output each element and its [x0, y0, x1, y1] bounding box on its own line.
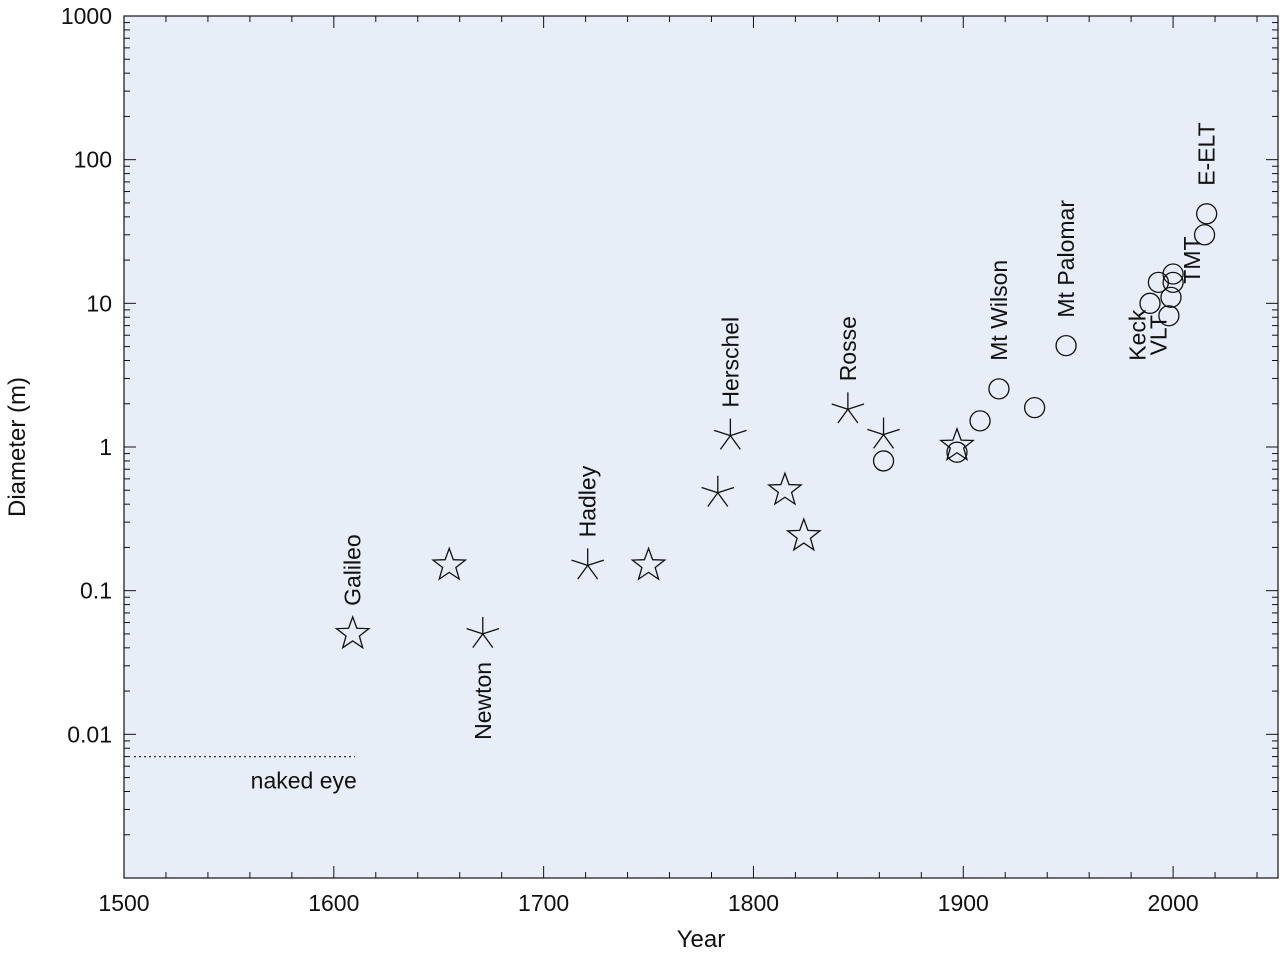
star-marker	[785, 517, 822, 552]
axis-ticks	[123, 16, 1278, 879]
y-tick-label: 0.1	[80, 578, 112, 604]
star-marker	[938, 426, 975, 462]
reference-line-layer: naked eye	[134, 755, 357, 794]
y-tick-label: 100	[74, 147, 112, 173]
circle-marker	[1160, 286, 1182, 309]
telescope-label: Herschel	[717, 317, 743, 408]
telescope-label: Mt Wilson	[986, 260, 1012, 361]
asterisk-marker	[466, 616, 500, 649]
circle-marker	[1055, 334, 1077, 357]
telescope-label: VLT	[1145, 315, 1171, 355]
circle-marker	[872, 450, 895, 472]
star-marker	[431, 546, 468, 581]
circle-marker	[1196, 203, 1218, 225]
x-tick-label: 1700	[518, 890, 569, 916]
x-tick-label: 1600	[308, 890, 359, 916]
asterisk-marker	[571, 548, 605, 580]
telescope-label: Hadley	[575, 465, 601, 537]
asterisk-marker	[714, 418, 747, 450]
circle-marker	[1158, 305, 1180, 327]
x-tick-label: 1900	[938, 890, 989, 916]
annotations: Galileo Newton Hadley Herschel Rosse Mt Wilso…	[340, 122, 1220, 740]
circle-marker	[1162, 263, 1184, 285]
telescope-label: Galileo	[340, 534, 366, 606]
star-marker	[334, 615, 371, 650]
telescope-label: Mt Palomar	[1053, 200, 1079, 318]
naked-eye-label: naked eye	[251, 768, 357, 794]
telescope-label: TMT	[1179, 236, 1205, 283]
circle-marker	[946, 441, 968, 463]
telescope-label: Keck	[1124, 309, 1150, 361]
y-tick-label: 1	[99, 434, 112, 460]
y-axis-title: Diameter (m)	[4, 377, 31, 517]
asterisk-marker	[701, 475, 735, 507]
asterisk-marker	[831, 392, 865, 424]
plot-area	[123, 15, 1279, 879]
tick-labels: 1500 1600 1700 1800 1900 2000 0.01 0.1 1 10 100 100…	[61, 3, 1199, 916]
x-axis-title: Year	[677, 926, 726, 953]
circle-marker	[1139, 292, 1161, 314]
y-tick-label: 0.01	[67, 721, 112, 747]
x-tick-label: 1500	[98, 890, 149, 916]
circle-marker	[1193, 224, 1216, 246]
circle-marker	[988, 378, 1010, 400]
asterisk-marker	[867, 417, 900, 449]
star-marker	[630, 546, 667, 581]
circle-marker	[1162, 271, 1184, 293]
x-tick-label: 1800	[728, 890, 779, 916]
circle-marker	[1023, 396, 1046, 419]
telescope-label: Newton	[470, 662, 496, 740]
x-tick-label: 2000	[1148, 890, 1199, 916]
data-points	[334, 203, 1218, 650]
y-tick-label: 10	[86, 290, 112, 316]
y-tick-label: 1000	[61, 3, 112, 29]
circle-marker	[969, 410, 991, 432]
telescope-label: Rosse	[835, 316, 861, 381]
telescope-label: E-ELT	[1194, 122, 1220, 185]
star-marker	[766, 471, 803, 506]
